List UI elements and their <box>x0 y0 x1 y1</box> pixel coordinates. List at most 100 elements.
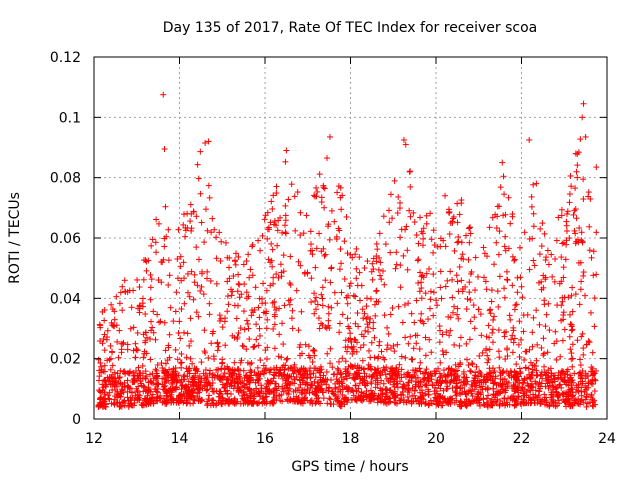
data-point <box>414 257 421 264</box>
data-point <box>270 192 277 199</box>
data-point <box>138 401 145 408</box>
data-point <box>304 386 311 393</box>
data-point <box>474 400 481 407</box>
data-point <box>294 189 301 196</box>
data-point <box>487 306 494 313</box>
data-point <box>147 284 154 291</box>
data-point <box>284 373 291 380</box>
data-point <box>434 302 441 309</box>
data-point <box>357 344 364 351</box>
data-point <box>450 309 457 316</box>
data-point <box>400 252 407 259</box>
data-point <box>451 247 458 254</box>
data-point <box>262 347 269 354</box>
data-point <box>369 276 376 283</box>
data-point <box>513 301 520 308</box>
data-point <box>373 298 380 305</box>
data-point <box>423 382 430 389</box>
data-point <box>152 336 159 343</box>
data-point <box>352 396 359 403</box>
data-point <box>216 229 223 236</box>
y-tick-label: 0 <box>72 412 81 428</box>
data-point <box>582 375 589 382</box>
data-point <box>486 372 493 379</box>
data-point <box>487 369 494 376</box>
data-point <box>120 389 127 396</box>
data-point <box>442 283 449 290</box>
data-point <box>492 391 499 398</box>
data-point <box>318 366 325 373</box>
data-point <box>470 377 477 384</box>
data-point <box>175 329 182 336</box>
data-point <box>283 147 290 154</box>
data-point <box>515 393 522 400</box>
data-point <box>440 237 447 244</box>
data-point <box>238 291 245 298</box>
data-point <box>385 398 392 405</box>
data-point <box>423 212 430 219</box>
data-point <box>411 319 418 326</box>
data-point <box>142 337 149 344</box>
data-point <box>462 283 469 290</box>
data-point <box>383 375 390 382</box>
data-point <box>268 257 275 264</box>
data-point <box>520 328 527 335</box>
data-point <box>371 373 378 380</box>
data-point <box>404 247 411 254</box>
data-point <box>591 323 598 330</box>
data-point <box>284 355 291 362</box>
data-point <box>418 273 425 280</box>
data-point <box>504 352 511 359</box>
data-point <box>202 366 209 373</box>
data-point <box>458 277 465 284</box>
data-point <box>154 361 161 368</box>
data-point <box>431 242 438 249</box>
data-point <box>234 335 241 342</box>
data-point <box>205 396 212 403</box>
data-point <box>271 311 278 318</box>
data-point <box>187 355 194 362</box>
data-point <box>533 180 540 187</box>
data-point <box>380 213 387 220</box>
data-point <box>100 336 107 343</box>
data-point <box>202 379 209 386</box>
data-point <box>103 336 110 343</box>
data-point <box>344 383 351 390</box>
data-point <box>397 262 404 269</box>
data-point <box>578 278 585 285</box>
data-point <box>172 372 179 379</box>
data-point <box>152 366 159 373</box>
data-point <box>166 272 173 279</box>
data-point <box>583 393 590 400</box>
data-point <box>483 401 490 408</box>
data-point <box>372 312 379 319</box>
data-point <box>373 369 380 376</box>
data-point <box>200 291 207 298</box>
data-point <box>419 389 426 396</box>
data-point <box>446 379 453 386</box>
data-point <box>196 389 203 396</box>
data-point <box>203 387 210 394</box>
data-point <box>349 254 356 261</box>
data-point <box>499 159 506 166</box>
data-point <box>419 272 426 279</box>
data-point <box>240 343 247 350</box>
data-point <box>115 380 122 387</box>
data-point <box>353 265 360 272</box>
data-point <box>496 390 503 397</box>
data-point <box>348 344 355 351</box>
data-point <box>591 370 598 377</box>
data-point <box>100 396 107 403</box>
data-point <box>313 392 320 399</box>
data-point <box>291 376 298 383</box>
data-point <box>463 340 470 347</box>
data-point <box>558 317 565 324</box>
data-point <box>374 381 381 388</box>
data-point <box>314 188 321 195</box>
data-point <box>451 303 458 310</box>
data-point <box>253 321 260 328</box>
data-point <box>355 323 362 330</box>
data-point <box>250 344 257 351</box>
data-point <box>512 379 519 386</box>
data-point <box>557 381 564 388</box>
